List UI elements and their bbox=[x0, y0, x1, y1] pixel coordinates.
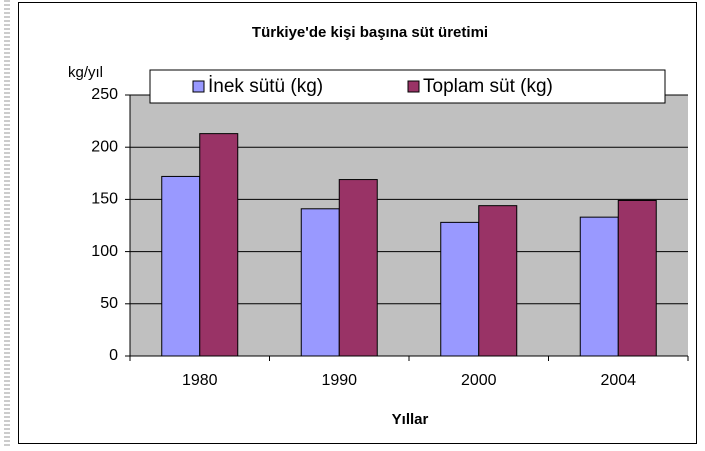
bar bbox=[579, 216, 619, 357]
bar bbox=[338, 179, 378, 357]
bar bbox=[617, 199, 657, 357]
legend-swatch bbox=[407, 80, 420, 93]
legend-box bbox=[149, 69, 666, 104]
bar bbox=[478, 205, 518, 357]
bar bbox=[300, 208, 340, 357]
x-tick-label: 1990 bbox=[321, 372, 357, 389]
legend-label: Toplam süt (kg) bbox=[423, 76, 553, 97]
y-tick-label: 150 bbox=[91, 191, 118, 208]
x-tick-label: 2004 bbox=[600, 372, 636, 389]
y-tick-label: 50 bbox=[100, 295, 118, 312]
bar bbox=[440, 221, 480, 357]
y-tick-label: 0 bbox=[109, 347, 118, 364]
chart-title: Türkiye'de kişi başına süt üretimi bbox=[252, 24, 488, 41]
y-tick-label: 250 bbox=[91, 86, 118, 103]
y-tick-label: 100 bbox=[91, 243, 118, 260]
x-axis-label: Yıllar bbox=[392, 411, 429, 428]
legend-label: İnek sütü (kg) bbox=[208, 76, 323, 97]
x-tick-label: 1980 bbox=[182, 372, 218, 389]
y-axis-label: kg/yıl bbox=[68, 64, 103, 81]
y-tick-label: 200 bbox=[91, 138, 118, 155]
legend-swatch bbox=[192, 80, 205, 93]
x-tick-label: 2000 bbox=[461, 372, 497, 389]
bar bbox=[161, 175, 201, 357]
bar bbox=[199, 133, 239, 357]
